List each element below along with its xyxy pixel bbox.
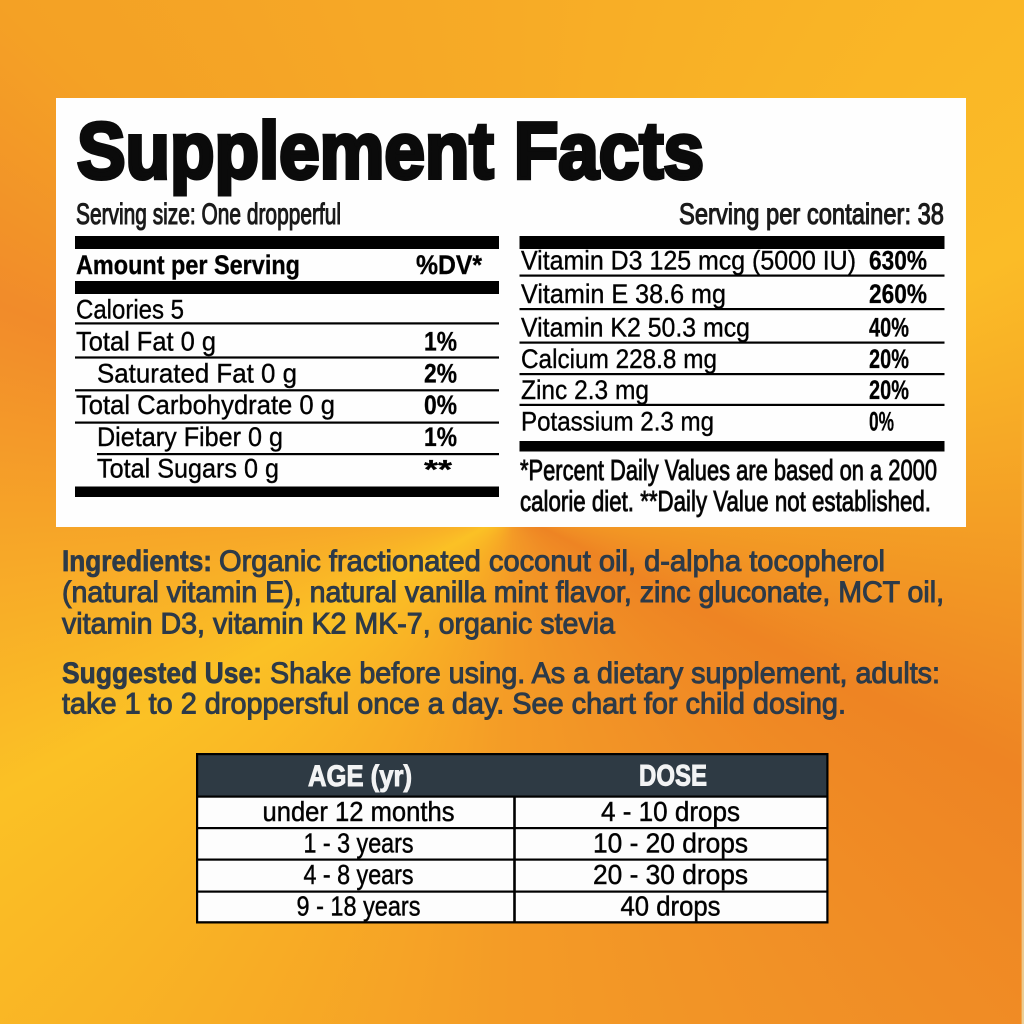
svg-text:Ingredients:: Ingredients: [62,545,212,578]
svg-text:Serving per container: 38: Serving per container: 38 [679,198,944,231]
svg-text:20 - 30 drops: 20 - 30 drops [593,859,748,890]
svg-text:9 - 18 years: 9 - 18 years [297,891,421,922]
svg-text:Calcium 228.8 mg: Calcium 228.8 mg [521,344,717,374]
svg-text:Serving size: One dropperful: Serving size: One dropperful [76,198,341,231]
svg-text:Vitamin K2 50.3 mcg: Vitamin K2 50.3 mcg [521,313,750,343]
svg-text:40%: 40% [869,313,909,343]
svg-text:Vitamin D3 125 mcg (5000 IU): Vitamin D3 125 mcg (5000 IU) [521,246,856,276]
svg-text:Amount per Serving: Amount per Serving [76,250,300,280]
svg-text:0%: 0% [869,407,894,437]
svg-text:1%: 1% [424,327,457,357]
svg-text:0%: 0% [424,390,457,420]
svg-text:4 - 8 years: 4 - 8 years [304,859,414,890]
svg-text:Potassium 2.3 mg: Potassium 2.3 mg [521,407,714,437]
svg-text:under 12 months: under 12 months [263,796,455,827]
svg-text:**: ** [424,455,453,485]
svg-text:Organic fractionated coconut o: Organic fractionated coconut oil, d-alph… [219,545,885,578]
svg-text:vitamin D3, vitamin K2 MK-7, o: vitamin D3, vitamin K2 MK-7, organic ste… [62,608,615,641]
svg-text:10 - 20 drops: 10 - 20 drops [593,827,748,858]
svg-text:Calories 5: Calories 5 [76,294,184,324]
svg-text:DOSE: DOSE [639,760,707,793]
svg-text:Vitamin E 38.6 mg: Vitamin E 38.6 mg [521,279,726,309]
svg-text:%DV*: %DV* [416,250,483,280]
svg-text:calorie diet. **Daily Value no: calorie diet. **Daily Value not establis… [520,486,931,518]
svg-text:20%: 20% [869,344,909,374]
svg-text:4 - 10 drops: 4 - 10 drops [601,796,740,827]
svg-text:Dietary Fiber 0 g: Dietary Fiber 0 g [97,422,283,452]
svg-text:take 1 to 2 droppersful once a: take 1 to 2 droppersful once a day. See … [62,688,846,721]
svg-text:1%: 1% [424,422,457,452]
svg-text:Total Carbohydrate 0 g: Total Carbohydrate 0 g [76,390,335,420]
svg-text:1 - 3 years: 1 - 3 years [304,827,414,858]
svg-text:Suggested Use:: Suggested Use: [62,657,262,690]
svg-text:260%: 260% [869,279,927,309]
svg-text:40 drops: 40 drops [621,891,721,922]
svg-text:Shake before using. As a dieta: Shake before using. As a dietary supplem… [270,657,940,690]
svg-text:Saturated Fat 0 g: Saturated Fat 0 g [97,359,297,389]
svg-text:Total Fat 0 g: Total Fat 0 g [76,327,216,357]
svg-text:20%: 20% [869,375,909,405]
svg-text:630%: 630% [869,246,927,276]
svg-text:*Percent Daily Values are base: *Percent Daily Values are based on a 200… [520,455,937,487]
svg-text:Zinc 2.3 mg: Zinc 2.3 mg [521,375,649,405]
svg-text:(natural vitamin E), natural v: (natural vitamin E), natural vanilla min… [62,576,944,609]
svg-text:Total Sugars 0 g: Total Sugars 0 g [97,454,279,484]
svg-text:Supplement Facts: Supplement Facts [77,106,704,195]
svg-text:AGE (yr): AGE (yr) [308,760,412,793]
svg-text:2%: 2% [424,359,457,389]
